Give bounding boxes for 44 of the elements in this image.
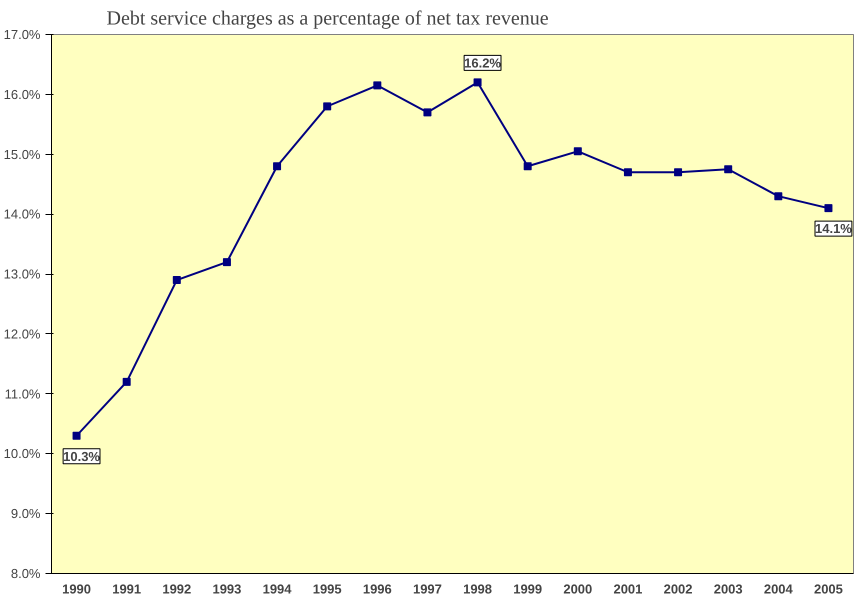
- point: [323, 102, 332, 110]
- x-tick-label: 1998: [463, 582, 492, 596]
- point: [172, 276, 181, 284]
- x-tick-label: 1991: [112, 582, 142, 596]
- x-tick-label: 2003: [714, 582, 743, 596]
- y-tick-label: 14.0%: [4, 206, 41, 222]
- x-tick-label: 1999: [513, 582, 542, 596]
- point: [824, 204, 832, 212]
- point: [273, 162, 282, 170]
- y-tick-label: 12.0%: [4, 326, 41, 342]
- data-label: 14.1%: [815, 221, 852, 236]
- y-tick-label: 15.0%: [4, 146, 41, 162]
- point: [122, 378, 131, 386]
- x-tick-label: 2004: [764, 582, 794, 596]
- x-tick-label: 1990: [62, 582, 92, 596]
- x-tick-label: 2005: [814, 582, 843, 596]
- point: [724, 165, 732, 174]
- point: [574, 147, 582, 156]
- point: [474, 78, 482, 86]
- x-tick-label: 1994: [262, 582, 292, 596]
- point: [72, 432, 81, 440]
- point: [624, 168, 632, 176]
- y-tick-label: 11.0%: [4, 386, 41, 402]
- x-tick-label: 2001: [613, 582, 642, 596]
- point: [674, 168, 682, 176]
- x-tick-label: 1992: [162, 582, 192, 596]
- y-tick-label: 9.0%: [10, 506, 41, 522]
- y-tick-label: 13.0%: [4, 266, 41, 282]
- chart-title: Debt service charges as a percentage of net tax revenue: [106, 8, 549, 30]
- y-tick-label: 10.0%: [4, 446, 41, 462]
- point: [423, 108, 432, 116]
- x-tick-label: 2002: [664, 582, 693, 596]
- y-tick-label: 17.0%: [4, 27, 41, 42]
- x-tick-label: 1993: [212, 582, 242, 596]
- x-tick-label: 1995: [312, 582, 342, 596]
- point: [524, 162, 532, 170]
- point: [373, 81, 382, 90]
- point: [774, 192, 782, 200]
- x-tick-label: 1996: [362, 582, 392, 596]
- x-tick-label: 1997: [412, 582, 442, 596]
- x-tick-label: 2000: [563, 582, 592, 596]
- point: [222, 258, 231, 266]
- y-tick-label: 8.0%: [10, 566, 41, 581]
- y-tick-label: 16.0%: [4, 86, 41, 102]
